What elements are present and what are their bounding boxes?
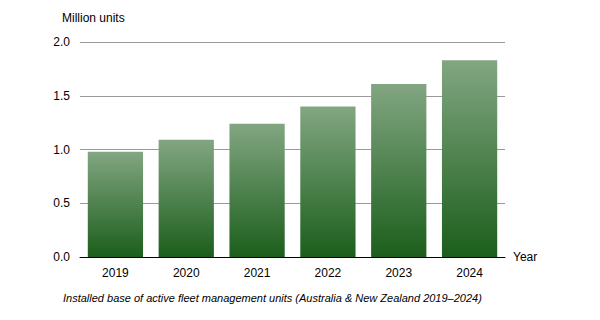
svg-text:0.0: 0.0: [53, 250, 70, 264]
svg-text:1.0: 1.0: [53, 143, 70, 157]
svg-text:2020: 2020: [173, 266, 200, 280]
svg-text:2.0: 2.0: [53, 35, 70, 49]
svg-text:0.5: 0.5: [53, 196, 70, 210]
svg-text:2024: 2024: [456, 266, 483, 280]
svg-text:1.5: 1.5: [53, 89, 70, 103]
svg-text:Installed base of active fleet: Installed base of active fleet managemen…: [63, 292, 482, 304]
svg-text:2022: 2022: [315, 266, 342, 280]
svg-text:2021: 2021: [244, 266, 271, 280]
svg-text:Year: Year: [513, 250, 537, 264]
svg-text:Million units: Million units: [62, 11, 125, 25]
svg-text:2019: 2019: [102, 266, 129, 280]
svg-text:2023: 2023: [385, 266, 412, 280]
